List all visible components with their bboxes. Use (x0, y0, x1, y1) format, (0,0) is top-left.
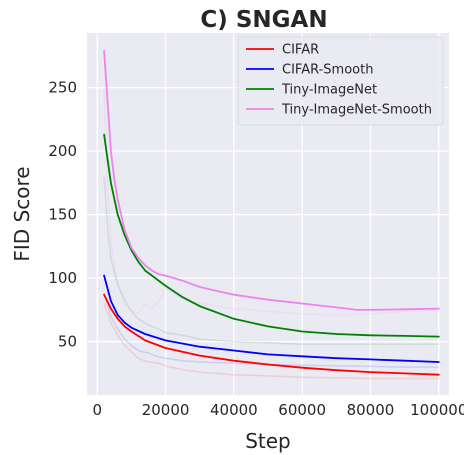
tick-labels: 0 20000 40000 60000 80000 100000 50 100 150 200 25… (48, 79, 464, 419)
x-tick-label: 60000 (278, 401, 326, 419)
raw-line-cifar-smooth (103, 293, 439, 368)
legend-label-cifar-smooth: CIFAR-Smooth (282, 63, 373, 78)
legend-label-tiny-imagenet: Tiny-ImageNet (281, 83, 377, 98)
y-tick-label: 50 (58, 333, 77, 351)
series-line-cifar (103, 293, 440, 376)
x-axis-label: Step (245, 429, 291, 453)
legend-label-tiny-imagenet-smooth: Tiny-ImageNet-Smooth (281, 103, 432, 118)
y-tick-label: 150 (48, 206, 77, 224)
x-tick-label: 100000 (410, 401, 464, 419)
x-tick-label: 20000 (142, 401, 190, 419)
y-tick-label: 200 (48, 142, 77, 160)
y-axis-label: FID Score (10, 166, 34, 261)
x-tick-label: 40000 (210, 401, 258, 419)
x-tick-label: 0 (92, 401, 102, 419)
y-tick-label: 250 (48, 79, 77, 97)
series-line-tiny-imagenet-smooth (103, 49, 440, 311)
series-line-cifar-smooth (103, 274, 440, 363)
chart-title: C) SNGAN (200, 7, 327, 33)
raw-line-cifar (103, 303, 439, 380)
legend-label-cifar: CIFAR (282, 43, 319, 58)
raw-line-tiny-imagenet-smooth (103, 87, 439, 316)
x-tick-label: 80000 (347, 401, 395, 419)
legend-box (237, 36, 444, 126)
y-tick-label: 100 (48, 269, 77, 287)
legend: CIFAR CIFAR-Smooth Tiny-ImageNet Tiny-Image… (237, 36, 444, 126)
series-lines (103, 49, 440, 380)
raw-line-tiny-imagenet (103, 176, 439, 345)
series-line-tiny-imagenet (103, 133, 440, 338)
